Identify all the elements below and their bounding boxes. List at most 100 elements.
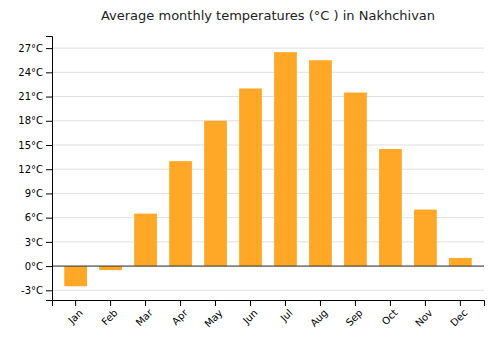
y-tick-mark bbox=[46, 218, 52, 219]
x-tick-mark bbox=[250, 300, 251, 306]
y-tick-mark bbox=[46, 193, 52, 194]
x-tick-label: Jun bbox=[240, 307, 260, 327]
grid-line bbox=[52, 169, 484, 170]
y-tick: 27°C bbox=[18, 43, 52, 54]
x-tick: Feb bbox=[99, 300, 119, 327]
y-tick-label: 6°C bbox=[25, 212, 43, 223]
y-tick-mark bbox=[46, 242, 52, 243]
bar bbox=[309, 60, 332, 266]
bar bbox=[134, 214, 157, 266]
y-tick-mark bbox=[46, 266, 52, 267]
y-tick-label: 27°C bbox=[18, 43, 43, 54]
grid-line bbox=[52, 120, 484, 121]
y-tick: 21°C bbox=[18, 91, 52, 102]
x-tick-label: Jan bbox=[65, 307, 84, 326]
x-tick-mark bbox=[460, 300, 461, 306]
x-tick: Jan bbox=[65, 300, 84, 326]
chart-container: Jan Feb Mar Apr May Jun Jul Aug Sep Oct Nov Dec -3°C… bbox=[0, 0, 500, 350]
x-tick-mark bbox=[320, 300, 321, 306]
bar bbox=[204, 121, 227, 266]
grid-line bbox=[52, 266, 484, 267]
y-tick-label: -3°C bbox=[21, 285, 43, 296]
bar bbox=[379, 149, 402, 266]
y-tick-label: 12°C bbox=[18, 164, 43, 175]
x-tick-mark bbox=[355, 300, 356, 306]
y-tick: 3°C bbox=[25, 237, 52, 248]
x-tick-mark bbox=[110, 300, 111, 306]
bar bbox=[169, 161, 192, 266]
x-tick-mark bbox=[215, 300, 216, 306]
y-tick-label: 9°C bbox=[25, 188, 43, 199]
y-tick-label: 0°C bbox=[25, 261, 43, 272]
x-tick: Jun bbox=[240, 300, 260, 327]
x-tick: Dec bbox=[448, 300, 469, 329]
grid-line bbox=[52, 96, 484, 97]
x-tick-label: Apr bbox=[170, 306, 191, 327]
y-tick-mark bbox=[46, 145, 52, 146]
x-tick-label: Sep bbox=[344, 307, 365, 328]
grid bbox=[52, 48, 484, 290]
zero-line bbox=[52, 266, 484, 267]
y-tick: 0°C bbox=[25, 261, 52, 272]
x-tick-mark bbox=[285, 300, 286, 306]
x-tick-mark bbox=[145, 300, 146, 306]
bar bbox=[344, 93, 367, 267]
x-tick-mark bbox=[390, 300, 391, 306]
grid-line bbox=[52, 193, 484, 194]
x-axis-line bbox=[53, 301, 485, 307]
chart-svg: Jan Feb Mar Apr May Jun Jul Aug Sep Oct Nov Dec -3°C… bbox=[0, 0, 500, 350]
bars bbox=[52, 52, 484, 286]
grid-line bbox=[52, 72, 484, 73]
y-tick-label: 15°C bbox=[18, 140, 43, 151]
title: Average monthly temperatures (°C ) in Na… bbox=[101, 8, 435, 23]
y-tick-mark bbox=[46, 121, 52, 122]
x-tick: Oct bbox=[380, 300, 400, 327]
grid-line bbox=[52, 48, 484, 49]
x-tick: Apr bbox=[170, 300, 191, 327]
x-tick-label: Nov bbox=[413, 307, 435, 329]
y-tick-mark bbox=[46, 97, 52, 98]
grid-line bbox=[52, 144, 484, 145]
x-tick-mark bbox=[425, 300, 426, 306]
y-tick-mark bbox=[46, 169, 52, 170]
y-axis: -3°C 0°C 3°C 6°C 9°C 12°C 15°C 18°C 21°C 24°C 27°C bbox=[18, 37, 52, 301]
bar bbox=[99, 266, 122, 270]
y-tick: 24°C bbox=[18, 67, 52, 78]
y-axis-line bbox=[46, 37, 53, 301]
y-tick-mark bbox=[46, 290, 52, 291]
x-axis: Jan Feb Mar Apr May Jun Jul Aug Sep Oct Nov Dec bbox=[53, 300, 485, 329]
bar bbox=[64, 266, 87, 286]
bar bbox=[274, 52, 297, 266]
grid-line bbox=[52, 290, 484, 291]
x-tick-mark bbox=[180, 300, 181, 306]
x-tick: Nov bbox=[413, 300, 435, 329]
x-tick-mark bbox=[75, 300, 76, 306]
y-tick-mark bbox=[46, 48, 52, 49]
y-tick: 15°C bbox=[18, 140, 52, 151]
bar bbox=[414, 210, 437, 267]
y-tick: 9°C bbox=[25, 188, 52, 199]
x-tick-label: Mar bbox=[134, 306, 156, 328]
x-tick: Aug bbox=[308, 300, 330, 329]
y-tick-label: 3°C bbox=[25, 237, 43, 248]
x-tick-label: Feb bbox=[99, 307, 119, 327]
x-tick-label: Aug bbox=[308, 307, 330, 329]
x-tick-label: Dec bbox=[448, 307, 469, 328]
y-tick-label: 21°C bbox=[18, 91, 43, 102]
y-tick: 18°C bbox=[18, 115, 52, 126]
bar bbox=[239, 88, 262, 266]
x-tick: Mar bbox=[134, 300, 156, 328]
x-tick-label: Jul bbox=[278, 307, 295, 324]
x-tick: May bbox=[202, 300, 224, 329]
y-tick: 12°C bbox=[18, 164, 52, 175]
y-tick-label: 18°C bbox=[18, 115, 43, 126]
x-tick-label: Oct bbox=[380, 307, 400, 327]
bar bbox=[449, 258, 472, 266]
y-tick: -3°C bbox=[21, 285, 52, 296]
y-tick-label: 24°C bbox=[18, 67, 43, 78]
x-tick-label: May bbox=[202, 307, 224, 329]
x-tick: Jul bbox=[278, 300, 295, 324]
y-tick: 6°C bbox=[25, 212, 52, 223]
x-tick: Sep bbox=[344, 300, 365, 328]
y-tick-mark bbox=[46, 72, 52, 73]
